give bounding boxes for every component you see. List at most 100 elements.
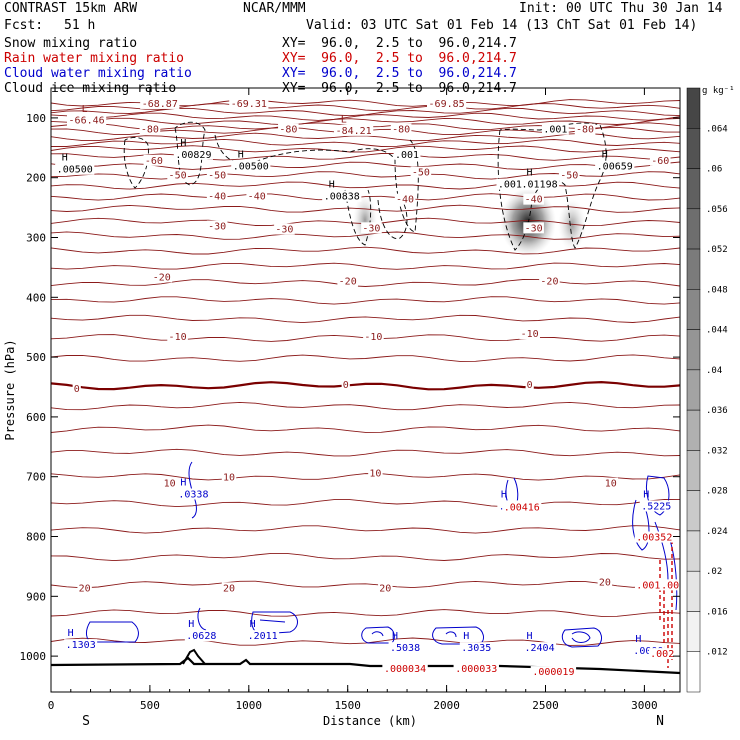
x-tick-label: 1500 bbox=[334, 699, 361, 712]
x-tick-label: 2500 bbox=[532, 699, 559, 712]
label-background bbox=[361, 222, 382, 234]
x-tick-label: 1000 bbox=[236, 699, 263, 712]
temperature-contour bbox=[50, 181, 681, 190]
temperature-label: -40 bbox=[396, 195, 414, 206]
label-background bbox=[231, 160, 271, 172]
label-background bbox=[246, 190, 268, 202]
colorbar: .064 .06 .056 .052 .048 .044 .04 .036 .032 .028 .0… bbox=[686, 87, 728, 693]
rain-max-label: .001 bbox=[636, 580, 660, 591]
x-tick-label: 3000 bbox=[631, 699, 658, 712]
colorbar-swatch bbox=[686, 87, 701, 129]
label-background bbox=[176, 488, 210, 500]
temperature-label: -69.31 bbox=[231, 99, 267, 110]
colorbar-swatch bbox=[686, 369, 701, 411]
y-tick-label: 900 bbox=[26, 590, 46, 603]
snow-max-label: .00500 bbox=[233, 162, 269, 173]
label-background bbox=[390, 123, 412, 135]
y-tick-label: 600 bbox=[26, 411, 46, 424]
label-background bbox=[639, 500, 673, 512]
temperature-label: -60 bbox=[651, 156, 669, 167]
colorbar-swatch bbox=[686, 490, 701, 532]
low-marker: L bbox=[341, 115, 347, 126]
label-background bbox=[341, 379, 350, 391]
colorbar-tick-label: .024 bbox=[706, 527, 728, 537]
temperature-contour bbox=[50, 279, 681, 287]
low-marker: L bbox=[82, 104, 88, 115]
label-background bbox=[77, 582, 92, 594]
temperature-contour bbox=[50, 580, 681, 589]
y-tick-label: 400 bbox=[26, 291, 46, 304]
y-axis-title: Pressure (hPa) bbox=[3, 339, 17, 440]
label-background bbox=[523, 193, 544, 205]
max-marker: H bbox=[527, 631, 533, 642]
label-background bbox=[523, 642, 557, 654]
north-marker: N bbox=[656, 714, 664, 729]
temperature-contour bbox=[50, 401, 681, 411]
max-marker: H bbox=[188, 619, 194, 630]
colorbar-tick-label: .028 bbox=[706, 487, 728, 497]
label-background bbox=[55, 163, 95, 175]
snow-max-label: .00838 bbox=[324, 192, 360, 203]
cloud-water-contour bbox=[86, 621, 139, 643]
temperature-contour bbox=[50, 112, 681, 121]
label-background bbox=[64, 639, 98, 651]
temperature-label: 20 bbox=[223, 583, 235, 594]
cloud-water-max-label: .5225 bbox=[641, 501, 671, 512]
temperature-label: -20 bbox=[540, 277, 558, 288]
temperature-contour bbox=[50, 380, 681, 391]
label-background bbox=[574, 123, 596, 135]
x-tick-label: 500 bbox=[140, 699, 160, 712]
y-tick-label: 1000 bbox=[20, 650, 47, 663]
temperature-label: 10 bbox=[223, 473, 235, 484]
snow-contour bbox=[344, 189, 372, 246]
temperature-contour bbox=[50, 193, 681, 201]
max-marker: H bbox=[527, 168, 533, 179]
label-background bbox=[72, 383, 81, 395]
label-background bbox=[206, 169, 228, 181]
label-background bbox=[274, 223, 295, 235]
temperature-label: -50 bbox=[169, 171, 187, 182]
colorbar-swatch bbox=[686, 168, 701, 210]
temperature-label: 0 bbox=[74, 384, 80, 395]
colorbar-tick-label: .036 bbox=[706, 406, 728, 416]
max-marker: H bbox=[602, 150, 608, 161]
rain-max-label: .002 bbox=[650, 649, 674, 660]
temperature-contour bbox=[50, 498, 681, 508]
forecast-hour: 51 h bbox=[64, 18, 96, 33]
label-background bbox=[597, 576, 613, 588]
label-background bbox=[382, 663, 428, 675]
cloud-water-contour bbox=[646, 475, 670, 516]
label-background bbox=[322, 190, 362, 202]
label-background bbox=[143, 154, 165, 166]
colorbar-tick-label: .06 bbox=[706, 165, 722, 175]
temperature-label: -80 bbox=[576, 125, 594, 136]
temperature-contour bbox=[50, 473, 681, 481]
label-background bbox=[410, 166, 432, 178]
label-background bbox=[525, 379, 534, 391]
ground-surface bbox=[50, 656, 681, 675]
temperature-label: -80 bbox=[392, 125, 410, 136]
field-xy-cloud-water: XY= 96.0, 2.5 to 96.0,214.7 bbox=[282, 66, 517, 81]
temperature-label: -40 bbox=[248, 192, 266, 203]
temperature-contour bbox=[50, 525, 681, 534]
colorbar-tick-label: .048 bbox=[706, 285, 728, 295]
y-tick-label: 800 bbox=[26, 531, 46, 544]
label-background bbox=[523, 222, 544, 234]
temperature-label: -80 bbox=[279, 125, 297, 136]
center-label: NCAR/MMM bbox=[243, 1, 306, 16]
label-background bbox=[595, 160, 635, 172]
colorbar-swatch bbox=[686, 611, 701, 652]
colorbar-tick-label: .056 bbox=[706, 205, 728, 215]
max-marker: H bbox=[635, 634, 641, 645]
temperature-contour bbox=[50, 262, 681, 270]
snow-contour bbox=[123, 137, 149, 189]
label-background bbox=[603, 477, 618, 489]
temperature-label: 10 bbox=[605, 479, 617, 490]
temperature-contour bbox=[50, 609, 681, 617]
label-background bbox=[363, 331, 384, 343]
label-background bbox=[67, 114, 107, 126]
temperature-label: -80 bbox=[141, 125, 159, 136]
y-tick-label: 700 bbox=[26, 471, 46, 484]
cloud-water-max-label: .1303 bbox=[66, 640, 96, 651]
temperature-label: -84.21 bbox=[336, 126, 372, 137]
